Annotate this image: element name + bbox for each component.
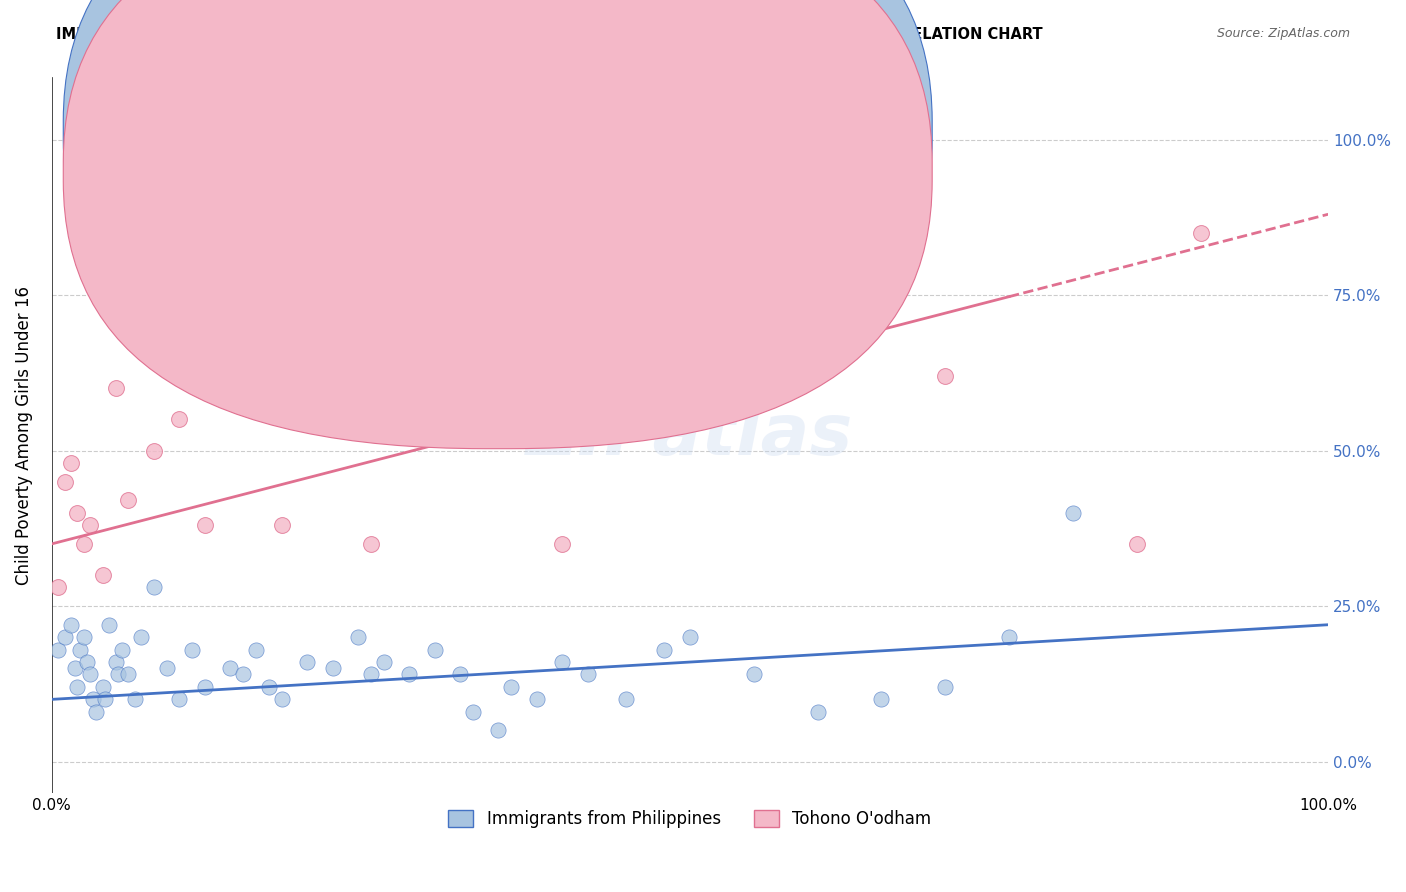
Immigrants from Philippines [614,692,637,706]
Immigrants from Philippines [82,692,104,706]
Immigrants from Philippines [461,705,484,719]
Immigrants from Philippines [373,655,395,669]
Immigrants from Philippines [270,692,292,706]
Immigrants from Philippines [998,630,1021,644]
Immigrants from Philippines [73,630,96,644]
Tohono O'odham [295,412,318,426]
Text: R = 0.554    N = 24: R = 0.554 N = 24 [485,161,673,178]
Tohono O'odham [66,506,89,520]
Tohono O'odham [46,581,69,595]
Immigrants from Philippines [104,655,127,669]
Immigrants from Philippines [156,661,179,675]
Legend: Immigrants from Philippines, Tohono O'odham: Immigrants from Philippines, Tohono O'od… [441,803,938,834]
Immigrants from Philippines [576,667,599,681]
Text: R = 0.203    N = 53: R = 0.203 N = 53 [485,120,673,138]
Immigrants from Philippines [111,642,134,657]
Y-axis label: Child Poverty Among Girls Under 16: Child Poverty Among Girls Under 16 [15,285,32,584]
Tohono O'odham [73,537,96,551]
Immigrants from Philippines [129,630,152,644]
Immigrants from Philippines [526,692,548,706]
Tohono O'odham [1125,537,1147,551]
Tohono O'odham [232,351,254,365]
Immigrants from Philippines [654,642,676,657]
Immigrants from Philippines [124,692,146,706]
Immigrants from Philippines [551,655,574,669]
Immigrants from Philippines [79,667,101,681]
Immigrants from Philippines [63,661,86,675]
Immigrants from Philippines [934,680,956,694]
Tohono O'odham [934,368,956,383]
Immigrants from Philippines [219,661,242,675]
Immigrants from Philippines [501,680,523,694]
Tohono O'odham [806,133,828,147]
Text: ZIPatlas: ZIPatlas [526,401,853,469]
Immigrants from Philippines [86,705,108,719]
Immigrants from Philippines [449,667,471,681]
Immigrants from Philippines [91,680,114,694]
Immigrants from Philippines [1062,506,1084,520]
Immigrants from Philippines [232,667,254,681]
Immigrants from Philippines [107,667,129,681]
Immigrants from Philippines [679,630,702,644]
Immigrants from Philippines [69,642,91,657]
Tohono O'odham [169,412,191,426]
Immigrants from Philippines [117,667,139,681]
Immigrants from Philippines [181,642,204,657]
Immigrants from Philippines [257,680,280,694]
Tohono O'odham [104,381,127,395]
Immigrants from Philippines [322,661,344,675]
Immigrants from Philippines [94,692,117,706]
Immigrants from Philippines [806,705,828,719]
Tohono O'odham [142,443,165,458]
Immigrants from Philippines [245,642,267,657]
Tohono O'odham [551,537,574,551]
Tohono O'odham [194,518,217,533]
Tohono O'odham [117,493,139,508]
Tohono O'odham [423,319,446,334]
Immigrants from Philippines [398,667,420,681]
Tohono O'odham [360,537,382,551]
Tohono O'odham [679,351,702,365]
Tohono O'odham [59,456,82,470]
Immigrants from Philippines [59,617,82,632]
Immigrants from Philippines [295,655,318,669]
Tohono O'odham [53,475,76,489]
Immigrants from Philippines [98,617,121,632]
Text: IMMIGRANTS FROM PHILIPPINES VS TOHONO O'ODHAM CHILD POVERTY AMONG GIRLS UNDER 16: IMMIGRANTS FROM PHILIPPINES VS TOHONO O'… [56,27,1043,42]
Immigrants from Philippines [488,723,510,738]
Immigrants from Philippines [76,655,98,669]
Immigrants from Philippines [742,667,765,681]
Tohono O'odham [91,568,114,582]
Immigrants from Philippines [870,692,893,706]
Tohono O'odham [742,133,765,147]
Immigrants from Philippines [53,630,76,644]
Immigrants from Philippines [423,642,446,657]
Text: Source: ZipAtlas.com: Source: ZipAtlas.com [1216,27,1350,40]
Tohono O'odham [1189,226,1212,240]
Immigrants from Philippines [66,680,89,694]
Immigrants from Philippines [347,630,370,644]
Immigrants from Philippines [360,667,382,681]
Immigrants from Philippines [194,680,217,694]
Immigrants from Philippines [46,642,69,657]
Immigrants from Philippines [169,692,191,706]
Tohono O'odham [79,518,101,533]
Immigrants from Philippines [142,581,165,595]
Tohono O'odham [270,518,292,533]
